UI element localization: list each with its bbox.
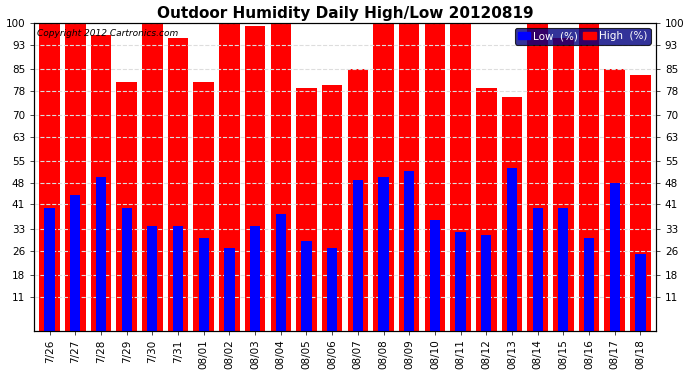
Bar [70, 195, 81, 330]
Bar [199, 238, 209, 330]
Bar [507, 168, 517, 330]
Bar [193, 81, 214, 330]
Bar [270, 23, 291, 330]
Bar [117, 81, 137, 330]
Bar [455, 232, 466, 330]
Bar [275, 214, 286, 330]
Bar [224, 248, 235, 330]
Legend: Low  (%), High  (%): Low (%), High (%) [515, 28, 651, 45]
Bar [142, 23, 163, 330]
Bar [96, 177, 106, 330]
Bar [476, 88, 497, 330]
Bar [348, 69, 368, 330]
Bar [527, 23, 548, 330]
Bar [630, 75, 651, 330]
Bar [399, 23, 420, 330]
Bar [533, 208, 543, 330]
Bar [579, 23, 600, 330]
Bar [609, 183, 620, 330]
Bar [502, 97, 522, 330]
Bar [430, 220, 440, 330]
Title: Outdoor Humidity Daily High/Low 20120819: Outdoor Humidity Daily High/Low 20120819 [157, 6, 533, 21]
Bar [373, 23, 394, 330]
Bar [604, 69, 625, 330]
Bar [147, 226, 157, 330]
Bar [250, 226, 260, 330]
Bar [635, 254, 646, 330]
Bar [173, 226, 183, 330]
Bar [90, 35, 111, 330]
Bar [302, 242, 312, 330]
Bar [219, 23, 239, 330]
Bar [553, 39, 573, 330]
Bar [296, 88, 317, 330]
Bar [451, 23, 471, 330]
Bar [584, 238, 594, 330]
Bar [168, 39, 188, 330]
Bar [44, 208, 55, 330]
Bar [378, 177, 388, 330]
Bar [322, 85, 342, 330]
Text: Copyright 2012 Cartronics.com: Copyright 2012 Cartronics.com [37, 29, 179, 38]
Bar [39, 23, 60, 330]
Bar [353, 180, 363, 330]
Bar [404, 171, 415, 330]
Bar [481, 235, 491, 330]
Bar [245, 26, 266, 330]
Bar [327, 248, 337, 330]
Bar [558, 208, 569, 330]
Bar [65, 23, 86, 330]
Bar [121, 208, 132, 330]
Bar [424, 23, 445, 330]
